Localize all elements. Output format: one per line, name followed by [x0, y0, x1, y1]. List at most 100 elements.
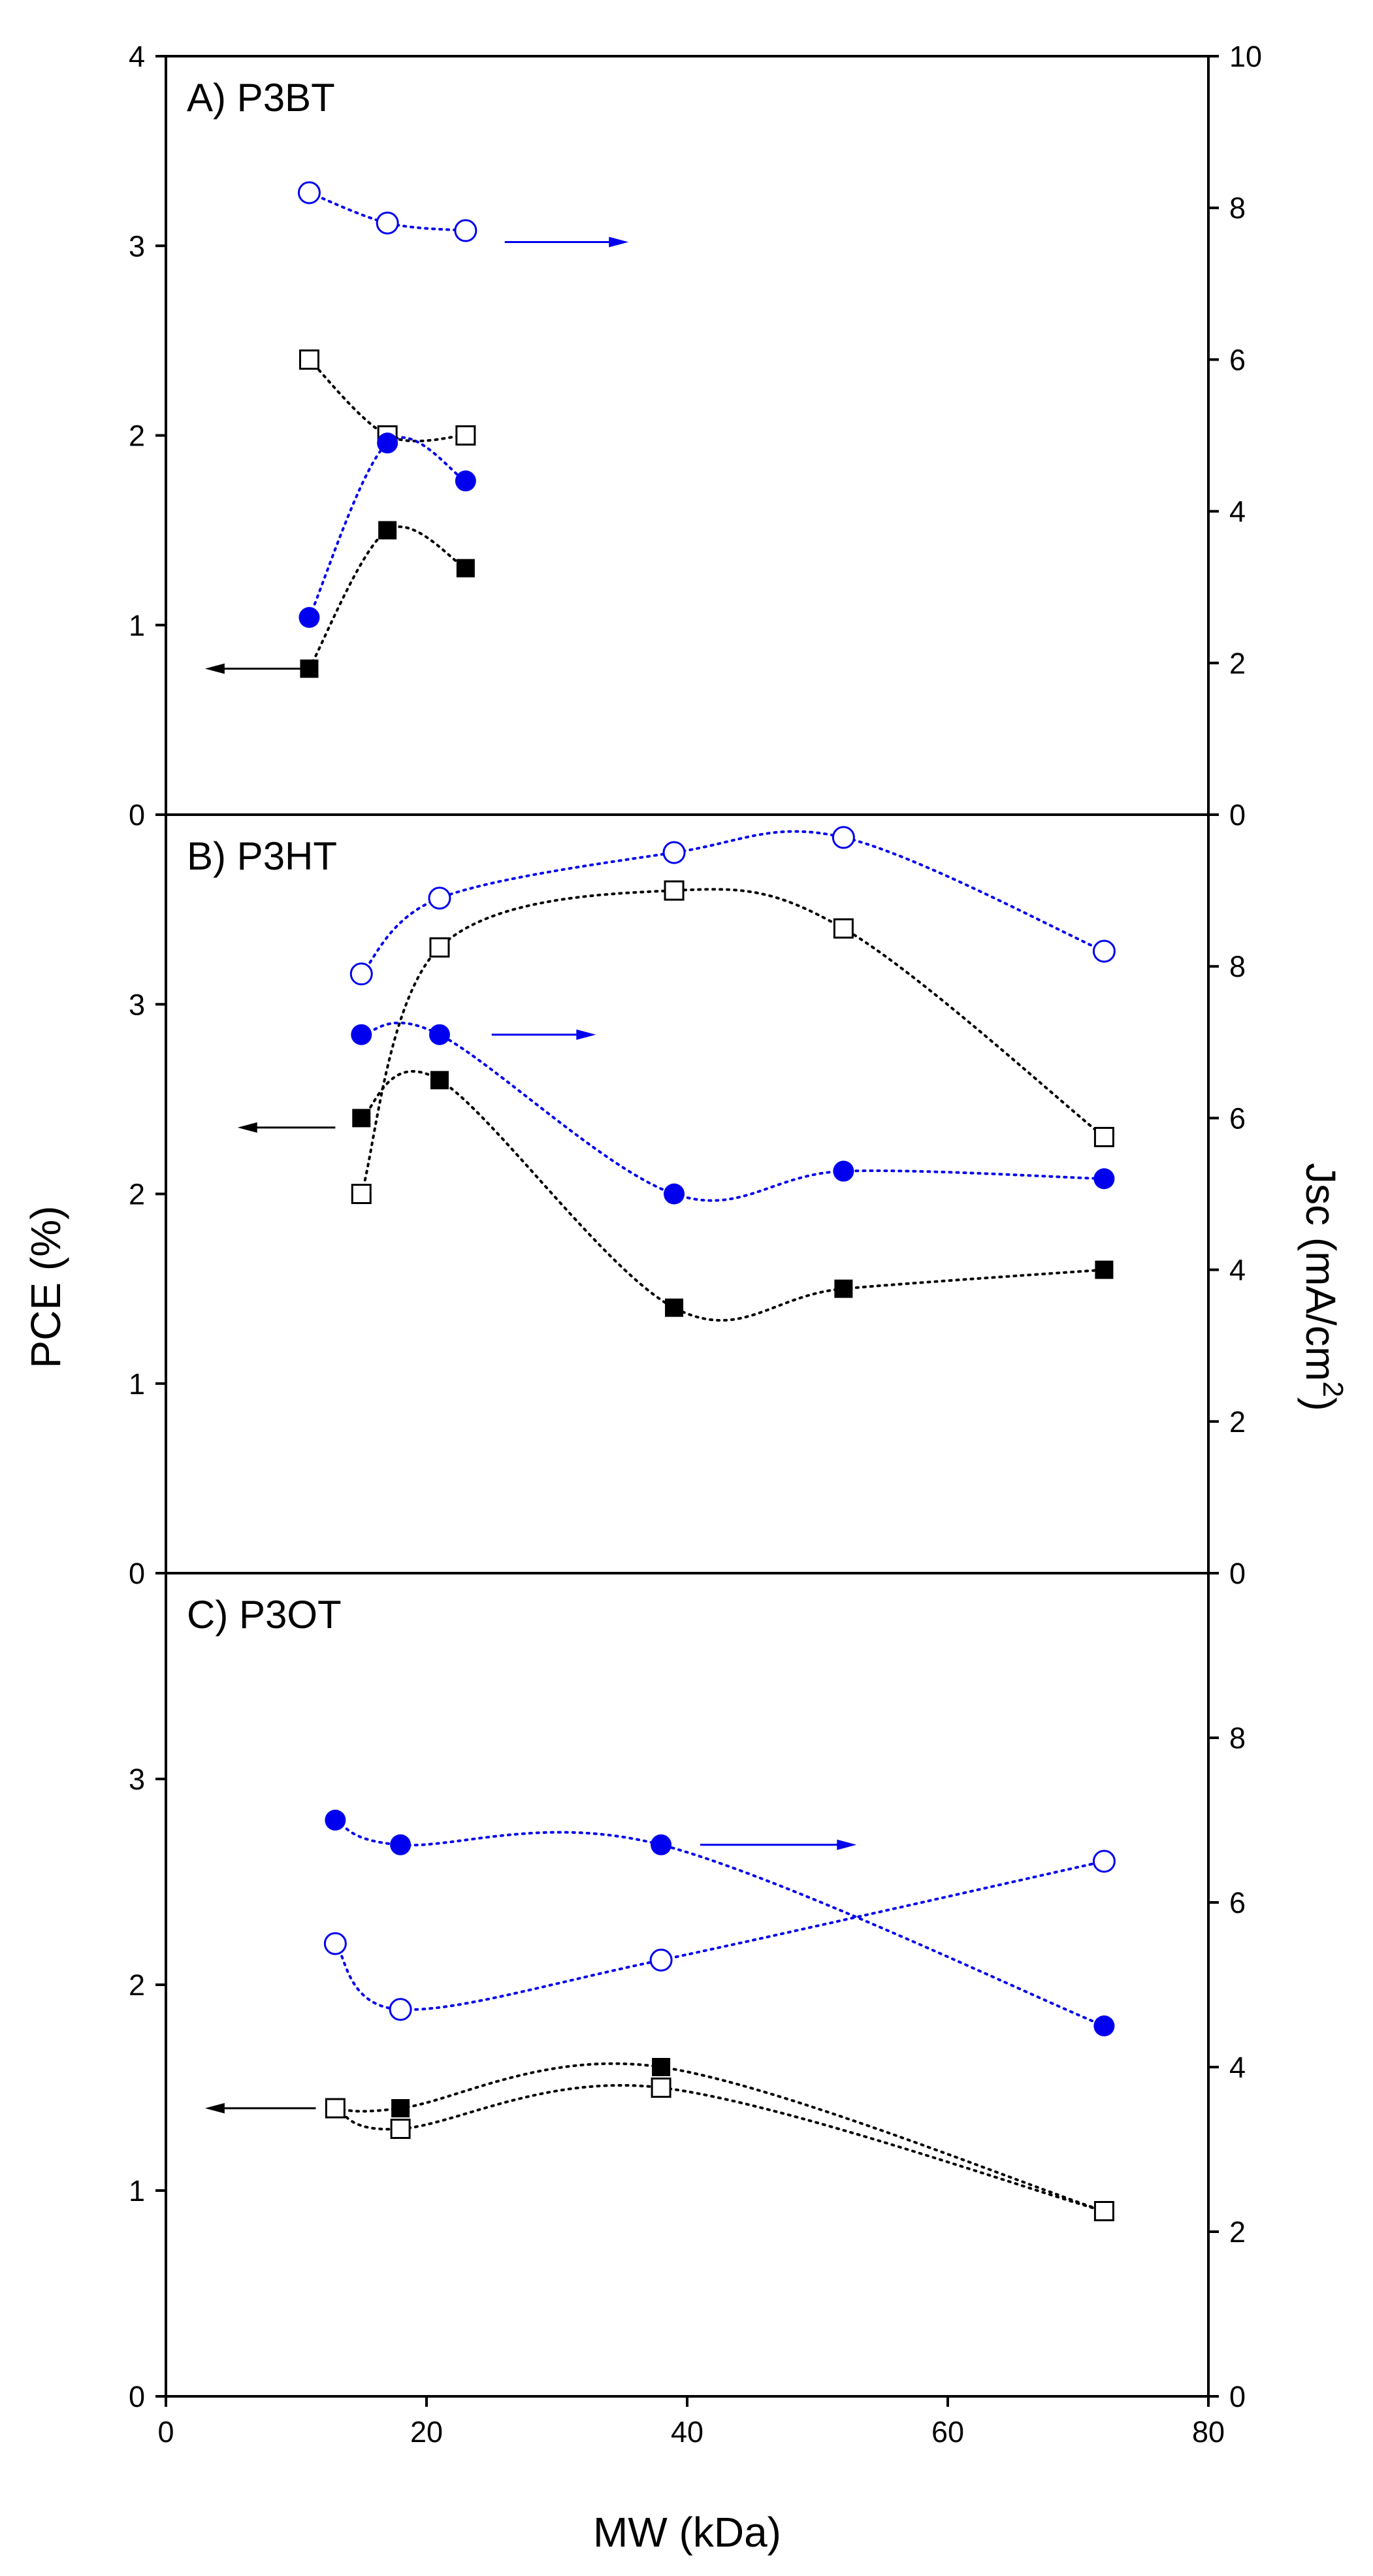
- data-point-open-circle: [832, 826, 855, 849]
- y-left-tick-label: 1: [129, 609, 145, 642]
- fit-curve: [360, 888, 1106, 1196]
- y-left-tick-label: 1: [129, 2174, 145, 2208]
- y-left-tick-label: 0: [129, 798, 145, 832]
- data-point-filled-circle: [833, 1160, 854, 1182]
- y-left-tick-label: 1: [129, 1367, 145, 1401]
- y-right-tick-label: 6: [1229, 1886, 1246, 1919]
- data-point-filled-square: [665, 1298, 684, 1317]
- y-right-tick-label: 0: [1229, 2380, 1246, 2413]
- y-right-tick-label: 0: [1229, 798, 1246, 832]
- data-point-filled-circle: [390, 1834, 412, 1855]
- y-right-tick-label: 8: [1229, 950, 1246, 983]
- data-point-open-circle: [323, 1932, 347, 1955]
- panel-1: 0 1 2 3 4 0 2 4 6 8 10 A) P3BT: [129, 40, 1262, 832]
- y-right-tick-label: 2: [1229, 647, 1246, 680]
- data-point-open-square: [664, 880, 685, 901]
- y-left-tick-label: 2: [129, 1968, 145, 2002]
- y-right-tick-label: 2: [1229, 2215, 1246, 2249]
- arrow-head: [576, 1029, 596, 1040]
- fit-curve: [360, 1021, 1106, 1202]
- data-point-filled-circle: [325, 1810, 346, 1831]
- data-point-open-square: [833, 918, 854, 939]
- fit-curve: [360, 830, 1106, 975]
- y-left-tick-label: 4: [129, 40, 145, 73]
- data-point-open-square: [390, 2119, 411, 2139]
- y-right-tick-label: 2: [1229, 1405, 1246, 1439]
- panel-label: C) P3OT: [187, 1593, 342, 1637]
- data-point-open-square: [1093, 2201, 1114, 2221]
- data-point-filled-square: [378, 521, 397, 540]
- data-point-filled-circle: [299, 607, 320, 628]
- y-right-tick-label: 6: [1229, 1101, 1246, 1135]
- x-tick-label: 0: [157, 2415, 174, 2449]
- y-right-tick-label: 4: [1229, 2051, 1246, 2084]
- fit-curve: [308, 191, 467, 232]
- data-point-open-circle: [297, 181, 321, 204]
- x-tick-label: 60: [931, 2415, 964, 2449]
- y-right-tick-label: 6: [1229, 343, 1246, 376]
- data-point-filled-circle: [651, 1834, 672, 1855]
- data-point-open-square: [651, 2078, 671, 2098]
- arrow-head: [204, 663, 225, 674]
- data-point-open-square: [455, 425, 476, 446]
- panel-frame: [165, 813, 1210, 1574]
- fit-curve: [334, 2062, 1106, 2213]
- arrow-head: [837, 1839, 857, 1850]
- y-axis-left-title: PCE (%): [22, 1206, 69, 1369]
- panel-frame: [165, 55, 1210, 816]
- panel-2: 0 1 2 3 0 2 4 6 8 B) P3HT: [129, 813, 1246, 1590]
- data-point-filled-circle: [1093, 2015, 1115, 2036]
- data-point-open-circle: [1092, 1850, 1116, 1873]
- x-tick-label: 20: [410, 2415, 443, 2449]
- data-point-open-circle: [389, 1998, 412, 2021]
- arrow-head: [609, 236, 629, 248]
- y-right-tick-label: 0: [1229, 1557, 1246, 1590]
- data-point-open-square: [351, 1184, 372, 1204]
- y-left-tick-label: 0: [129, 1557, 145, 1590]
- y-axis-right-title: Jsc (mA/cm2): [1297, 1163, 1349, 1411]
- arrow-head: [204, 2103, 225, 2113]
- data-point-filled-circle: [428, 1024, 450, 1045]
- data-point-filled-square: [652, 2058, 671, 2076]
- data-point-open-square: [429, 937, 450, 958]
- data-point-open-square: [325, 2098, 346, 2119]
- panel-label: B) P3HT: [187, 834, 337, 878]
- data-point-open-circle: [349, 962, 373, 986]
- data-point-open-square: [1093, 1126, 1114, 1147]
- data-point-open-circle: [428, 887, 451, 910]
- data-point-filled-square: [456, 559, 475, 578]
- data-point-filled-square: [352, 1109, 371, 1128]
- data-point-open-circle: [662, 841, 686, 864]
- panel-label: A) P3BT: [187, 76, 335, 120]
- y-left-tick-label: 3: [129, 1763, 145, 1796]
- y-left-tick-label: 2: [129, 419, 145, 453]
- fit-curve: [308, 525, 467, 670]
- data-point-open-circle: [454, 219, 477, 242]
- fit-curve: [334, 1819, 1106, 2027]
- x-axis-title: MW (kDa): [593, 2509, 781, 2556]
- data-point-open-square: [299, 349, 319, 370]
- y-right-tick-label: 8: [1229, 191, 1246, 225]
- x-tick-label: 80: [1192, 2415, 1225, 2449]
- fit-curve: [360, 1069, 1106, 1322]
- data-point-filled-circle: [351, 1024, 372, 1045]
- data-point-filled-square: [1095, 1260, 1114, 1279]
- data-point-filled-square: [834, 1279, 853, 1298]
- y-axis-right-title-close: ): [1297, 1397, 1344, 1411]
- y-right-tick-label: 8: [1229, 1721, 1246, 1755]
- data-point-open-circle: [649, 1948, 673, 1972]
- data-point-open-circle: [1092, 939, 1116, 963]
- y-right-tick-label: 10: [1229, 40, 1262, 73]
- fit-curve: [308, 436, 467, 619]
- data-point-open-circle: [376, 211, 399, 235]
- data-point-filled-circle: [1093, 1168, 1115, 1190]
- data-point-filled-circle: [455, 470, 476, 492]
- data-point-filled-circle: [664, 1183, 685, 1205]
- fit-curve: [334, 1860, 1106, 2012]
- y-left-tick-label: 0: [129, 2380, 145, 2413]
- y-left-tick-label: 2: [129, 1178, 145, 1211]
- data-point-filled-square: [391, 2099, 410, 2117]
